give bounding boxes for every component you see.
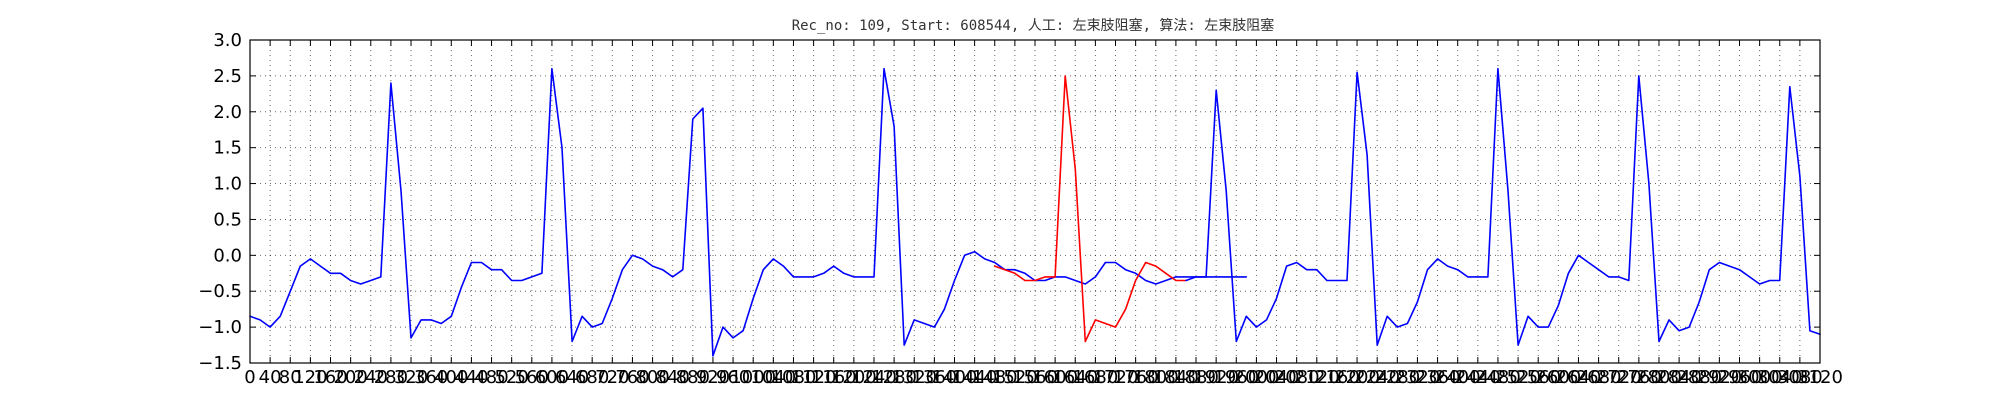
x-tick-label: 1200 [831,367,877,388]
x-tick-label: 1320 [891,367,937,388]
x-tick-label: 2320 [1395,367,1441,388]
x-tick-label: 2720 [1596,367,1642,388]
x-tick-label: 1520 [992,367,1038,388]
y-tick-label: 1.5 [213,138,242,159]
x-axis: 0 408012016020024028032036040044048052056… [244,40,1843,388]
x-tick-label: 1280 [871,367,917,388]
x-tick-label: 2480 [1475,367,1521,388]
x-tick-label: 2800 [1636,367,1682,388]
x-tick-label: 960 [716,367,750,388]
x-tick-label: 400 [434,367,468,388]
x-tick-label: 800 [635,367,669,388]
x-tick-label: 1600 [1032,367,1078,388]
x-tick-label: 1560 [1012,367,1058,388]
x-tick-label: 1800 [1133,367,1179,388]
x-tick-label: 1920 [1193,367,1239,388]
grid [249,39,1821,364]
x-tick-label: 440 [454,367,488,388]
x-tick-label: 1760 [1113,367,1159,388]
x-tick-label: 1680 [1072,367,1118,388]
y-tick-label: 3.0 [213,30,242,51]
ecg-series-2 [993,75,1187,343]
x-tick-label: 1440 [952,367,998,388]
y-tick-label: −1.0 [198,317,242,338]
x-tick-label: 0 [244,367,255,388]
x-tick-label: 40 [259,367,282,388]
x-tick-label: 1120 [791,367,837,388]
x-tick-label: 1480 [972,367,1018,388]
x-tick-label: 2400 [1435,367,1481,388]
x-tick-label: 2560 [1515,367,1561,388]
x-tick-label: 680 [575,367,609,388]
x-tick-label: 3080 [1777,367,1823,388]
x-tick-label: 520 [494,367,528,388]
x-tick-label: 2880 [1676,367,1722,388]
x-tick-label: 2440 [1455,367,1501,388]
x-tick-label: 560 [515,367,549,388]
y-tick-label: −0.5 [198,281,242,302]
x-tick-label: 3040 [1757,367,1803,388]
x-tick-label: 360 [414,367,448,388]
x-tick-label: 2760 [1616,367,1662,388]
x-tick-label: 1240 [851,367,897,388]
x-tick-label: 200 [333,367,367,388]
x-tick-label: 240 [354,367,388,388]
x-tick-label: 3120 [1797,367,1843,388]
x-tick-label: 2520 [1495,367,1541,388]
x-tick-label: 2960 [1717,367,1763,388]
x-tick-label: 3000 [1737,367,1783,388]
x-tick-label: 600 [535,367,569,388]
x-tick-label: 320 [394,367,428,388]
x-tick-label: 2640 [1556,367,1602,388]
x-tick-label: 2840 [1656,367,1702,388]
x-tick-label: 880 [676,367,710,388]
x-tick-label: 2280 [1374,367,1420,388]
x-tick-label: 1840 [1153,367,1199,388]
x-tick-label: 1080 [771,367,817,388]
x-tick-label: 920 [696,367,730,388]
x-tick-label: 1720 [1093,367,1139,388]
x-tick-label: 2680 [1576,367,1622,388]
y-tick-label: 0.0 [213,245,242,266]
x-tick-label: 720 [595,367,629,388]
x-tick-label: 2120 [1294,367,1340,388]
ecg-series-3 [1185,67,1821,346]
x-tick-label: 480 [474,367,508,388]
x-tick-label: 2360 [1415,367,1461,388]
x-tick-label: 1000 [730,367,776,388]
x-tick-label: 640 [555,367,589,388]
x-tick-label: 2240 [1354,367,1400,388]
ecg-series-1 [249,67,1248,357]
x-tick-label: 120 [293,367,327,388]
series-group [249,67,1821,357]
chart-title: Rec_no: 109, Start: 608544, 人工: 左束肢阻塞, 算… [792,17,1275,34]
x-tick-label: 2600 [1535,367,1581,388]
x-tick-label: 2000 [1234,367,1280,388]
x-tick-label: 2040 [1254,367,1300,388]
x-tick-label: 80 [279,367,302,388]
y-tick-label: 1.0 [213,174,242,195]
x-tick-label: 2920 [1696,367,1742,388]
y-tick-label: 2.0 [213,102,242,123]
x-tick-label: 760 [615,367,649,388]
x-tick-label: 1960 [1213,367,1259,388]
x-tick-label: 1360 [911,367,957,388]
x-tick-label: 1400 [932,367,978,388]
x-tick-label: 2080 [1274,367,1320,388]
plot-frame [249,39,1821,364]
y-tick-label: 0.5 [213,209,242,230]
x-tick-label: 2160 [1314,367,1360,388]
y-tick-label: −1.5 [198,353,242,374]
x-tick-label: 1040 [750,367,796,388]
x-tick-label: 1880 [1173,367,1219,388]
x-tick-label: 160 [313,367,347,388]
y-axis: 3.0 2.5 2.0 1.5 1.0 0.5 0.0 −0.5 −1.0 −1.5 [198,30,1820,374]
x-tick-label: 840 [656,367,690,388]
x-tick-label: 1160 [811,367,857,388]
x-tick-label: 2200 [1334,367,1380,388]
y-tick-label: 2.5 [213,66,242,87]
x-tick-label: 1640 [1052,367,1098,388]
x-tick-label: 280 [374,367,408,388]
